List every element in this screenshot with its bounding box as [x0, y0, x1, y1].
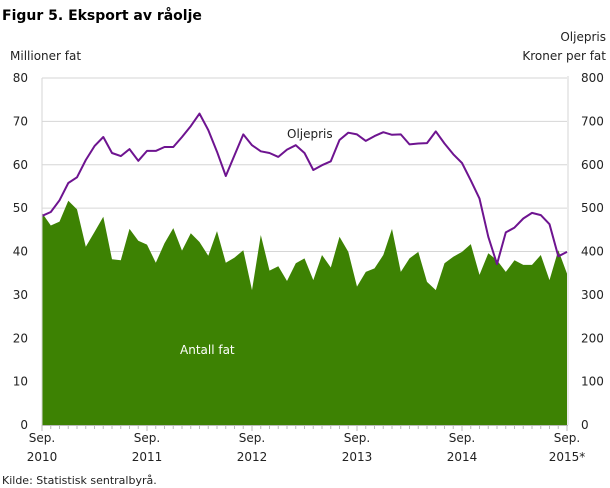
area-antall-fat	[42, 200, 567, 425]
y-left-tick-label: 0	[20, 418, 28, 432]
y-left-tick-label: 60	[13, 158, 28, 172]
y-right-tick-label: 100	[581, 375, 604, 389]
x-tick-label-year: 2012	[237, 450, 268, 464]
x-tick-label-year: 2013	[342, 450, 373, 464]
x-tick-label-year: 2014	[447, 450, 478, 464]
x-tick-label-year: 2010	[27, 450, 58, 464]
y-left-tick-label: 50	[13, 201, 28, 215]
line-oljepris	[41, 112, 568, 266]
x-tick-label-month: Sep.	[344, 431, 370, 445]
left-axis-label: Millioner fat	[10, 49, 81, 63]
y-right-tick-label: 800	[581, 71, 604, 85]
chart-title: Figur 5. Eksport av råolje	[2, 7, 202, 24]
series-label-antall-fat: Antall fat	[180, 343, 235, 357]
y-right-tick-label: 200	[581, 331, 604, 345]
y-right-tick-label: 600	[581, 158, 604, 172]
x-tick-label-month: Sep.	[449, 431, 475, 445]
series-label-oljepris: Oljepris	[287, 127, 333, 141]
y-left-tick-label: 70	[13, 114, 28, 128]
y-left-tick-label: 10	[13, 375, 28, 389]
y-right-tick-label: 300	[581, 288, 604, 302]
y-right-tick-label: 700	[581, 114, 604, 128]
y-left-tick-label: 20	[13, 331, 28, 345]
right-axis-label-1: Oljepris	[560, 30, 606, 44]
y-right-tick-label: 500	[581, 201, 604, 215]
y-left-tick-label: 80	[13, 71, 28, 85]
source-note: Kilde: Statistisk sentralbyrå.	[2, 474, 157, 487]
y-right-tick-label: 400	[581, 245, 604, 259]
x-tick-label-month: Sep.	[134, 431, 160, 445]
y-left-tick-label: 30	[13, 288, 28, 302]
right-axis-label-2: Kroner per fat	[522, 49, 606, 63]
x-tick-label-month: Sep.	[554, 431, 580, 445]
x-tick-label-year: 2015*	[549, 450, 586, 464]
x-tick-label-month: Sep.	[29, 431, 55, 445]
x-tick-label-year: 2011	[132, 450, 163, 464]
y-left-tick-label: 40	[13, 245, 28, 259]
y-right-tick-label: 0	[581, 418, 589, 432]
x-tick-label-month: Sep.	[239, 431, 265, 445]
